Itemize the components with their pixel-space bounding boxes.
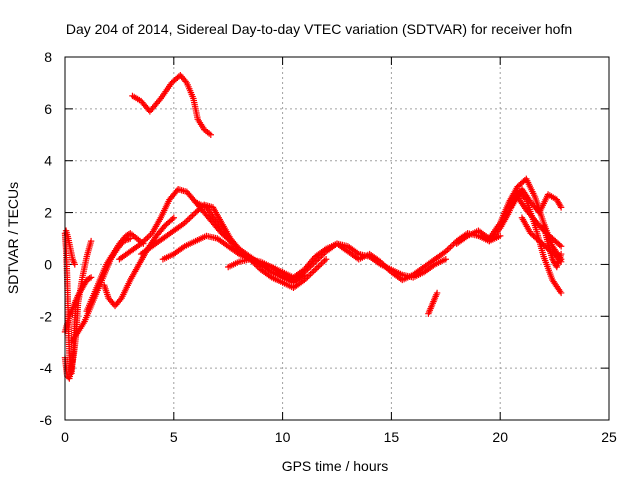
- data-point: [189, 212, 196, 219]
- series-arc-h: [192, 199, 330, 291]
- x-tick-label: 5: [170, 429, 178, 445]
- series-arc-early-d: [61, 274, 95, 336]
- grid: [65, 57, 609, 420]
- data-point: [322, 256, 330, 263]
- x-tick-label: 0: [61, 429, 69, 445]
- data-point: [307, 270, 314, 278]
- data-point: [313, 264, 320, 272]
- data-point: [170, 214, 177, 221]
- y-tick-label: 0: [44, 256, 52, 272]
- data-point: [442, 256, 449, 263]
- data-point: [557, 289, 565, 297]
- y-tick-label: 2: [44, 205, 52, 221]
- data-point: [87, 274, 95, 281]
- data-point: [184, 216, 191, 224]
- data-point: [497, 232, 504, 240]
- data-point: [433, 289, 441, 297]
- y-axis-label: SDTVAR / TECUs: [5, 182, 21, 294]
- plot-frame: [64, 56, 610, 421]
- data-points: [61, 71, 565, 382]
- data-point: [305, 272, 313, 279]
- x-tick-label: 25: [601, 429, 617, 445]
- data-point: [144, 234, 151, 241]
- data-point: [186, 215, 193, 222]
- data-point: [447, 243, 454, 251]
- x-axis-label: GPS time / hours: [282, 458, 389, 474]
- data-point: [87, 237, 95, 245]
- series-arc-p: [540, 222, 565, 271]
- x-tick-labels: 0 5 10 15 20 25: [61, 429, 617, 445]
- data-point: [557, 204, 565, 211]
- data-point: [86, 275, 93, 282]
- data-point: [187, 213, 195, 221]
- data-point: [169, 215, 176, 223]
- axis-ticks: [64, 56, 610, 421]
- series-arc-d: [100, 214, 177, 310]
- y-tick-labels: -6 -4 -2 0 2 4 6 8: [40, 49, 53, 428]
- data-point: [556, 241, 563, 249]
- data-point: [318, 260, 325, 267]
- y-tick-label: -4: [40, 360, 53, 376]
- data-point: [145, 233, 153, 240]
- x-tick-label: 20: [492, 429, 508, 445]
- series-arc-j: [425, 289, 441, 317]
- data-point: [557, 250, 565, 258]
- data-point: [445, 245, 453, 252]
- y-tick-label: 4: [44, 153, 52, 169]
- y-tick-label: 8: [44, 49, 52, 65]
- data-point: [321, 257, 328, 264]
- series-arc-early-b: [62, 227, 78, 268]
- y-tick-label: -2: [40, 308, 53, 324]
- x-tick-label: 15: [384, 429, 400, 445]
- data-point: [308, 269, 316, 276]
- series-arc-c: [83, 230, 147, 315]
- y-tick-label: 6: [44, 101, 52, 117]
- data-point: [310, 267, 317, 275]
- x-tick-label: 10: [275, 429, 291, 445]
- series-arc-top: [129, 71, 214, 138]
- chart-title: Day 204 of 2014, Sidereal Day-to-day VTE…: [66, 21, 572, 37]
- data-point: [312, 266, 319, 273]
- data-point: [557, 243, 565, 250]
- data-point: [316, 261, 324, 269]
- data-point: [71, 261, 78, 268]
- data-point: [207, 131, 214, 138]
- y-tick-label: -6: [40, 412, 53, 428]
